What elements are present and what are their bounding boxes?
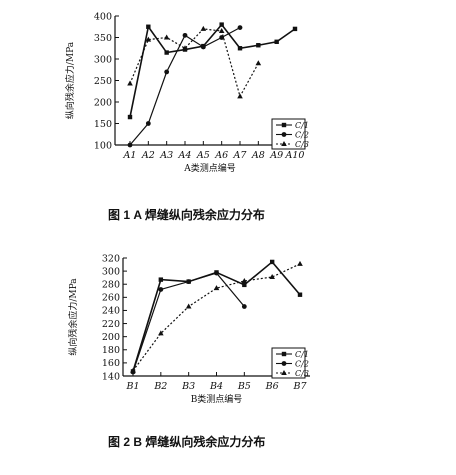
chart-2-x-tick-label: B7 xyxy=(292,381,307,392)
chart-1-series-3-line xyxy=(129,28,259,98)
chart-2-legend-marker xyxy=(281,370,287,375)
chart-1-series-2-point xyxy=(237,25,243,31)
chart-2-series-1-point xyxy=(242,282,247,288)
chart-2-legend-label: C/1 xyxy=(295,350,309,359)
chart-1-series-3-point xyxy=(200,25,207,31)
chart-2-series-2-line xyxy=(132,272,245,373)
chart-1-legend-label: C/1 xyxy=(295,121,309,130)
chart-2-y-tick-label: 280 xyxy=(102,280,120,291)
chart-1-series-1-point xyxy=(292,26,298,32)
chart-1-series-1-point xyxy=(256,43,261,48)
chart-1-series-2-point xyxy=(127,142,133,148)
chart-1-x-tick-label: A8 xyxy=(251,150,265,161)
chart-1-y-tick-label: 300 xyxy=(94,54,112,65)
chart-1-x-tick-label: A5 xyxy=(196,150,210,161)
chart-1-y-axis-title: 纵向残余应力/MPa xyxy=(64,41,76,119)
chart-2-y-tick-label: 320 xyxy=(102,253,120,264)
chart-2-series-3-point xyxy=(158,330,164,336)
chart-1-legend-label: C/3 xyxy=(295,140,309,149)
chart-2-y-tick-label: 260 xyxy=(102,293,120,304)
chart-2-x-tick-label: B5 xyxy=(237,381,251,392)
chart-2-x-tick-label: B6 xyxy=(265,381,279,392)
chart-1-y-tick-label: 400 xyxy=(94,11,112,22)
chart-1-series-3-point xyxy=(255,60,262,66)
chart-2-series-3-point xyxy=(297,260,303,266)
chart-2-series-2-point xyxy=(186,279,192,284)
chart-1-series-3-point xyxy=(218,28,225,34)
chart-1-y-tick-label: 250 xyxy=(94,76,112,87)
chart-1-series-3-point xyxy=(163,34,170,40)
chart-2-y-tick-label: 220 xyxy=(102,319,120,330)
chart-1-series-3-point xyxy=(182,45,188,51)
chart-1-series-3-point xyxy=(127,80,133,86)
chart-2-series-3-point xyxy=(241,277,248,283)
chart-1-legend-marker xyxy=(281,122,287,128)
chart-1-x-tick-label: A6 xyxy=(214,150,228,161)
chart-2-series-3-point xyxy=(130,367,136,373)
chart-1-series-1-point xyxy=(237,46,243,51)
chart-1-series-2-point xyxy=(164,69,170,75)
chart-2-y-tick-label: 300 xyxy=(102,266,120,277)
chart-2-y-tick-label: 140 xyxy=(102,371,120,382)
chart-1-y-tick-label: 150 xyxy=(94,119,112,130)
chart-1-x-tick-label: A3 xyxy=(159,150,173,161)
chart-2-legend-marker xyxy=(281,351,287,357)
chart-2-x-tick-label: B1 xyxy=(125,381,139,392)
chart-1-series-2-point xyxy=(145,121,151,126)
chart-2-caption: 图 2 B 焊缝纵向残余应力分布 xyxy=(108,434,265,449)
chart-2-series-3-point xyxy=(185,303,192,309)
chart-1-series-1-point xyxy=(219,22,224,27)
chart-1-y-tick-label: 350 xyxy=(94,33,112,44)
chart-2-x-tick-label: B4 xyxy=(209,381,223,392)
chart-1: 图 1 A 焊缝纵向残余应力分布 100 150 200 250 300 350 400 A1… xyxy=(64,11,309,222)
chart-1-series-3-point xyxy=(237,93,243,99)
chart-1-series-2-point xyxy=(200,44,206,50)
chart-1-legend-marker xyxy=(281,132,287,137)
chart-1-legend-marker xyxy=(281,141,287,146)
chart-1-series-1-point xyxy=(146,24,151,29)
chart-1-x-tick-label: A1 xyxy=(123,150,137,161)
chart-2-y-tick-label: 180 xyxy=(102,345,120,356)
chart-1-caption: 图 1 A 焊缝纵向残余应力分布 xyxy=(108,207,265,222)
chart-2-series-2-point xyxy=(241,304,247,309)
chart-2-series-1-point xyxy=(269,259,275,265)
chart-2-y-axis-title: 纵向残余应力/MPa xyxy=(67,278,79,356)
chart-1-y-tick-label: 200 xyxy=(94,97,112,108)
chart-2-series-1-point xyxy=(297,292,303,297)
chart-2-series-2-point xyxy=(158,287,164,292)
chart-1-series-3-point xyxy=(145,36,152,42)
chart-2-legend-label: C/3 xyxy=(295,369,309,378)
chart-2-series-3-point xyxy=(213,285,220,291)
chart-1-series-2-point xyxy=(182,32,188,38)
chart-2-legend-marker xyxy=(281,361,287,366)
chart-2-y-tick-label: 160 xyxy=(102,358,120,369)
chart-2-x-axis-title: B类测点编号 xyxy=(191,393,243,405)
chart-2: 图 2 B 焊缝纵向残余应力分布 140 160 180 200 220 240 260 28… xyxy=(67,253,310,449)
chart-1-x-tick-label: A2 xyxy=(141,150,155,161)
chart-2-series-2-point xyxy=(214,270,219,276)
chart-2-series-1-point xyxy=(158,277,164,282)
chart-1-series-1-line xyxy=(129,23,296,118)
chart-2-x-tick-label: B2 xyxy=(153,381,167,392)
chart-1-series-1-point xyxy=(164,50,169,55)
chart-1-series-1-point xyxy=(127,114,133,120)
chart-1-x-tick-label: A10 xyxy=(285,150,305,161)
chart-1-legend-label: C/2 xyxy=(295,131,309,140)
chart-2-series-3-point xyxy=(269,274,275,280)
chart-2-x-tick-label: B3 xyxy=(181,381,195,392)
chart-2-legend-label: C/2 xyxy=(295,360,309,369)
chart-1-x-tick-label: A4 xyxy=(178,150,192,161)
chart-1-x-tick-label: A7 xyxy=(233,150,248,161)
chart-1-x-tick-label: A9 xyxy=(269,150,283,161)
chart-1-y-tick-label: 100 xyxy=(94,140,112,151)
chart-2-y-tick-label: 200 xyxy=(102,332,120,343)
chart-2-y-tick-label: 240 xyxy=(102,306,120,317)
chart-1-series-1-point xyxy=(274,39,279,44)
chart-1-x-axis-title: A类测点编号 xyxy=(183,162,236,174)
